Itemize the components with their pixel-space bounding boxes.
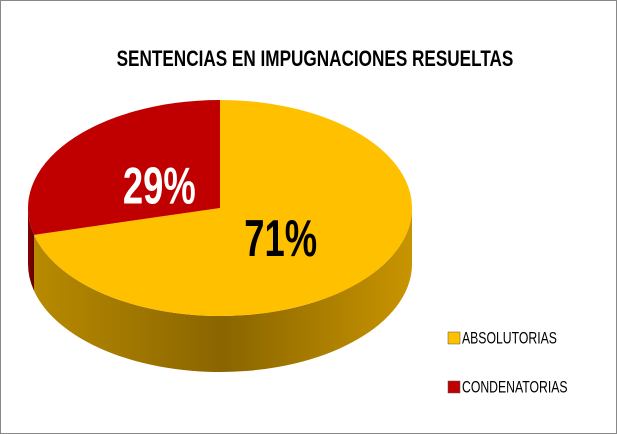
chart-title: SENTENCIAS EN IMPUGNACIONES RESUELTAS — [117, 47, 514, 72]
legend-label: ABSOLUTORIAS — [462, 330, 557, 348]
data-label: 29% — [123, 156, 196, 215]
legend-swatch — [447, 380, 461, 394]
pie-side — [28, 208, 35, 291]
legend-label: CONDENATORIAS — [462, 379, 568, 397]
pie-slice — [34, 100, 413, 316]
pie-slice — [27, 100, 220, 235]
pie-side — [34, 208, 413, 373]
legend-swatch — [447, 331, 461, 345]
data-label: 71% — [244, 209, 317, 268]
